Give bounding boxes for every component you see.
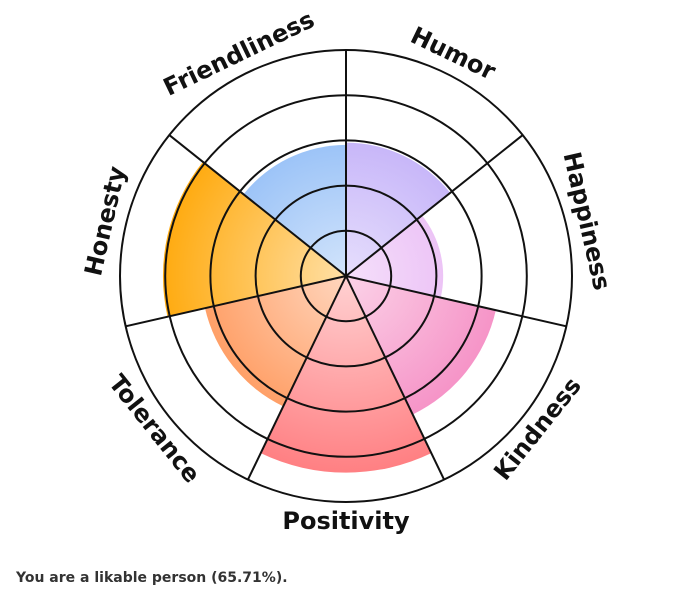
category-label: Kindness: [488, 372, 587, 486]
sector: [346, 142, 451, 276]
sector: [346, 276, 496, 415]
spoke: [125, 275, 347, 328]
spoke: [345, 134, 524, 277]
sector: [260, 276, 432, 473]
sector: [204, 276, 346, 407]
spoke: [345, 275, 445, 481]
sector: [243, 144, 346, 276]
chart: HumorHappinessKindnessPositivityToleranc…: [79, 5, 616, 535]
result-text: You are a likable person (65.71%).: [16, 570, 288, 586]
category-label: Positivity: [282, 507, 410, 535]
spoke: [345, 275, 567, 328]
category-label: Happiness: [557, 149, 616, 293]
spoke: [168, 134, 347, 277]
category-label: Friendliness: [159, 5, 319, 101]
spoke: [247, 275, 347, 481]
category-label: Tolerance: [103, 369, 206, 488]
category-label: Honesty: [79, 163, 131, 278]
sector: [346, 215, 444, 298]
